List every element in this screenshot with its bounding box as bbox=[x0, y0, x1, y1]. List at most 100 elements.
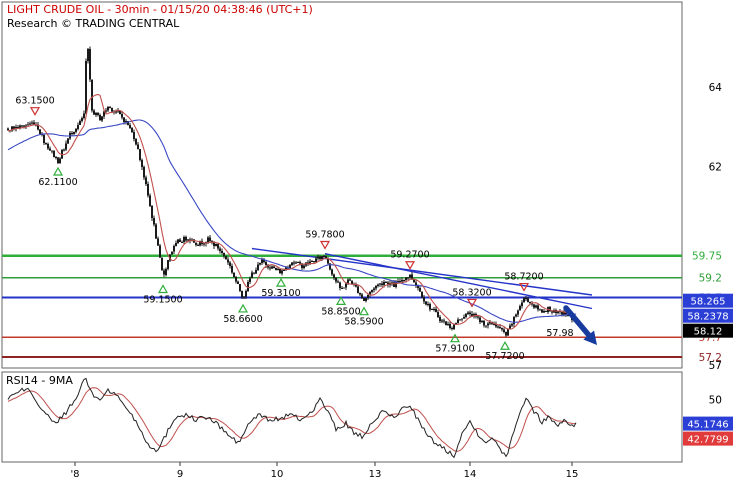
x-tick-label: 10 bbox=[271, 469, 284, 480]
candle-body bbox=[275, 268, 277, 270]
pivot-low-marker bbox=[335, 296, 347, 305]
candle-body bbox=[327, 258, 329, 264]
candle-body bbox=[273, 266, 275, 269]
candle-body bbox=[291, 262, 293, 266]
candle-body bbox=[401, 280, 403, 282]
candle-body bbox=[33, 122, 35, 125]
y-axis-label: 62 bbox=[709, 161, 722, 173]
candle-body bbox=[283, 270, 285, 272]
candle-body bbox=[119, 110, 121, 114]
price-badge-text: 58.265 bbox=[691, 297, 726, 308]
candle-body bbox=[151, 205, 153, 219]
candle-body bbox=[395, 282, 397, 287]
candle-body bbox=[209, 237, 211, 241]
candle-body bbox=[321, 255, 323, 259]
candle-body bbox=[71, 133, 73, 135]
candle-body bbox=[99, 115, 101, 121]
candle-body bbox=[541, 309, 543, 313]
candle-body bbox=[183, 237, 185, 243]
candle-body bbox=[521, 302, 523, 306]
candle-body bbox=[179, 239, 181, 242]
candle-body bbox=[217, 244, 219, 249]
candle-body bbox=[27, 124, 29, 126]
trendline-2 bbox=[324, 253, 593, 310]
pivot-high-marker bbox=[29, 107, 41, 116]
x-tick-label: 9 bbox=[177, 469, 183, 480]
candle-body bbox=[83, 113, 85, 118]
candle-body bbox=[313, 261, 315, 263]
candle-body bbox=[263, 259, 265, 263]
candle-body bbox=[297, 261, 299, 263]
candle-body bbox=[11, 126, 13, 131]
candle-body bbox=[459, 319, 461, 321]
candle-body bbox=[383, 282, 385, 285]
candle-body bbox=[373, 288, 375, 290]
candle-body bbox=[175, 243, 177, 247]
candle-body bbox=[147, 184, 149, 196]
candle-body bbox=[121, 114, 123, 118]
candle-body bbox=[207, 237, 209, 242]
candle-body bbox=[563, 311, 565, 315]
candle-body bbox=[235, 276, 237, 282]
candle-body bbox=[325, 255, 327, 259]
candle-body bbox=[449, 323, 451, 328]
candle-body bbox=[399, 280, 401, 282]
rsi-ma-line bbox=[7, 387, 577, 452]
candle-body bbox=[433, 309, 435, 311]
candle-body bbox=[215, 244, 217, 247]
candle-body bbox=[451, 328, 453, 329]
candle-body bbox=[363, 297, 365, 301]
candle-body bbox=[259, 263, 261, 265]
candle-body bbox=[141, 159, 143, 168]
candle-body bbox=[195, 242, 197, 245]
rsi-badge-text: 45.1746 bbox=[687, 420, 728, 431]
candle-body bbox=[143, 167, 145, 178]
candle-body bbox=[435, 309, 437, 312]
candle-body bbox=[371, 290, 373, 292]
candle-body bbox=[269, 267, 271, 269]
y-axis-label: 64 bbox=[709, 82, 723, 94]
candle-body bbox=[7, 128, 9, 131]
pivot-label: 58.6600 bbox=[223, 314, 262, 325]
trendline-1 bbox=[251, 247, 593, 296]
candle-body bbox=[117, 110, 119, 112]
candle-body bbox=[257, 264, 259, 270]
pivot-high-marker bbox=[466, 298, 478, 308]
rsi-panel-border bbox=[1, 371, 683, 463]
pivot-label: 57.9100 bbox=[435, 344, 474, 355]
candle-body bbox=[341, 288, 343, 290]
candle-body bbox=[319, 256, 321, 259]
candle-body bbox=[53, 150, 55, 158]
y-axis-label: 57 bbox=[709, 360, 722, 372]
pivot-label: 57.98 bbox=[546, 328, 573, 339]
rsi-line bbox=[7, 377, 577, 459]
forecast-arrow-shaft bbox=[563, 305, 592, 338]
candle-body bbox=[185, 237, 187, 241]
candle-body bbox=[481, 321, 483, 323]
candle-body bbox=[43, 135, 45, 143]
candle-body bbox=[129, 125, 131, 128]
candle-body bbox=[293, 262, 295, 264]
candle-body bbox=[467, 312, 469, 314]
candle-body bbox=[509, 325, 511, 329]
candle-body bbox=[493, 323, 495, 325]
candle-body bbox=[379, 283, 381, 285]
candle-body bbox=[437, 312, 439, 318]
candle-body bbox=[239, 283, 241, 292]
candle-body bbox=[79, 121, 81, 125]
pivot-high-marker bbox=[518, 282, 530, 292]
candle-body bbox=[17, 126, 19, 129]
candle-body bbox=[343, 287, 345, 289]
candle-body bbox=[47, 144, 49, 149]
candle-body bbox=[261, 259, 263, 264]
pivot-label: 58.8500 bbox=[321, 306, 360, 317]
candle-body bbox=[237, 281, 239, 284]
candle-body bbox=[63, 149, 65, 151]
candle-body bbox=[65, 143, 67, 150]
candle-body bbox=[489, 322, 491, 324]
candle-body bbox=[537, 305, 539, 310]
chart-title: LIGHT CRUDE OIL - 30min - 01/15/20 04:38… bbox=[7, 3, 313, 16]
candle-body bbox=[483, 321, 485, 326]
candle-body bbox=[103, 111, 105, 117]
pivot-label: 59.3100 bbox=[261, 288, 300, 299]
